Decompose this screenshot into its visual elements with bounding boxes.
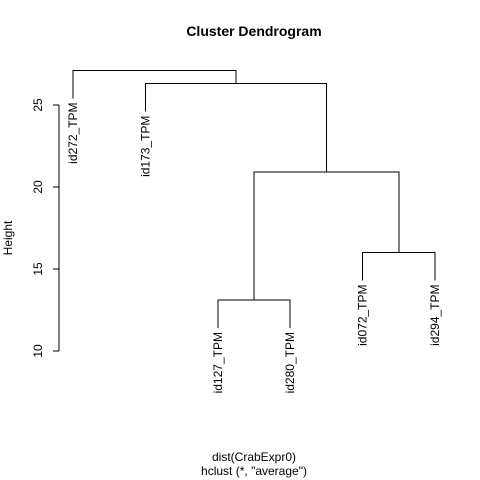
- y-tick-label: 20: [31, 180, 45, 194]
- dendrogram-branch: [253, 171, 400, 301]
- y-tick-label: 10: [31, 344, 45, 358]
- leaf-label: id294_TPM: [428, 284, 442, 345]
- dendrogram-branch: [72, 70, 237, 99]
- dendrogram-branches: [72, 70, 436, 329]
- dendrogram-branch: [144, 83, 327, 173]
- leaf-label: id272_TPM: [66, 102, 80, 163]
- leaf-label: id127_TPM: [211, 332, 225, 393]
- dendrogram-branch: [217, 299, 291, 329]
- hclust-method-label: hclust (*, "average"): [201, 464, 307, 478]
- leaf-label: id280_TPM: [283, 332, 297, 393]
- leaf-labels: id272_TPM id173_TPM id127_TPM id280_TPM id07…: [66, 102, 442, 393]
- x-axis-label: dist(CrabExpr0): [212, 450, 296, 464]
- chart-title: Cluster Dendrogram: [186, 23, 321, 39]
- y-axis-label: Height: [1, 220, 15, 255]
- leaf-label: id173_TPM: [138, 116, 152, 177]
- y-tick-label: 15: [31, 262, 45, 276]
- dendrogram-branch: [362, 252, 436, 281]
- leaf-label: id072_TPM: [356, 284, 370, 345]
- y-tick-label: 25: [31, 98, 45, 112]
- y-axis: 10 15 20 25: [31, 98, 60, 358]
